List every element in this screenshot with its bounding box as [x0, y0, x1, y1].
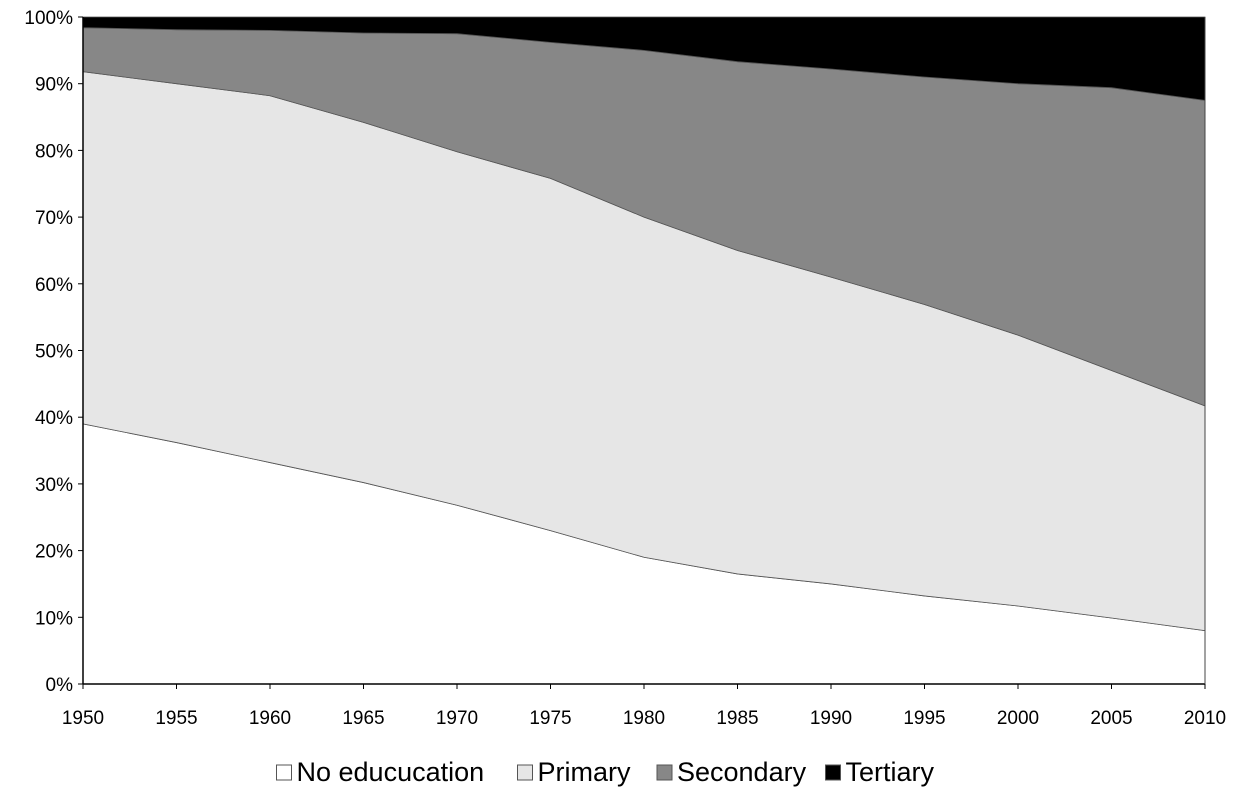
- x-tick-label: 1995: [903, 708, 945, 729]
- legend-label: Secondary: [677, 757, 807, 787]
- chart-legend[interactable]: No educucation Primary Secondary Tertiary: [276, 757, 935, 787]
- chart-axes: [78, 16, 1206, 689]
- y-tick-label: 20%: [35, 542, 73, 563]
- x-tick-label: 1950: [62, 708, 104, 729]
- y-tick-label: 80%: [35, 141, 73, 162]
- x-tick-label: 2005: [1090, 708, 1132, 729]
- legend-swatch: [656, 764, 673, 781]
- y-tick-label: 90%: [35, 75, 73, 96]
- x-tick-label: 1975: [529, 708, 571, 729]
- legend-swatch: [825, 764, 841, 781]
- y-tick-label: 60%: [35, 275, 73, 296]
- y-tick-label: 0%: [46, 675, 74, 696]
- x-tick-label: 1955: [155, 708, 197, 729]
- y-tick-label: 40%: [35, 408, 73, 429]
- x-tick-label: 2010: [1184, 708, 1226, 729]
- legend-item-no-educucation[interactable]: No educucation: [276, 757, 485, 787]
- chart-tick-labels: 0% 10% 20% 30% 40% 50% 60% 70% 80% 90% 100% 1950 195…: [24, 8, 1226, 729]
- legend-label: No educucation: [297, 757, 485, 787]
- x-tick-label: 1990: [810, 708, 852, 729]
- legend-item-tertiary[interactable]: Tertiary: [825, 757, 935, 787]
- x-tick-label: 1970: [436, 708, 478, 729]
- y-tick-label: 100%: [24, 8, 73, 29]
- chart-areas: [82, 16, 1206, 685]
- x-tick-label: 1965: [342, 708, 384, 729]
- y-tick-label: 10%: [35, 608, 73, 629]
- y-tick-label: 70%: [35, 208, 73, 229]
- legend-item-primary[interactable]: Primary: [517, 757, 631, 787]
- y-tick-label: 50%: [35, 342, 73, 363]
- y-tick-label: 30%: [35, 475, 73, 496]
- legend-item-secondary[interactable]: Secondary: [656, 757, 807, 787]
- x-tick-label: 2000: [997, 708, 1039, 729]
- legend-label: Tertiary: [846, 757, 935, 787]
- legend-label: Primary: [538, 757, 631, 787]
- legend-swatch: [517, 764, 533, 781]
- x-tick-label: 1980: [623, 708, 665, 729]
- x-tick-label: 1960: [249, 708, 291, 729]
- x-tick-label: 1985: [716, 708, 758, 729]
- legend-swatch: [276, 764, 292, 781]
